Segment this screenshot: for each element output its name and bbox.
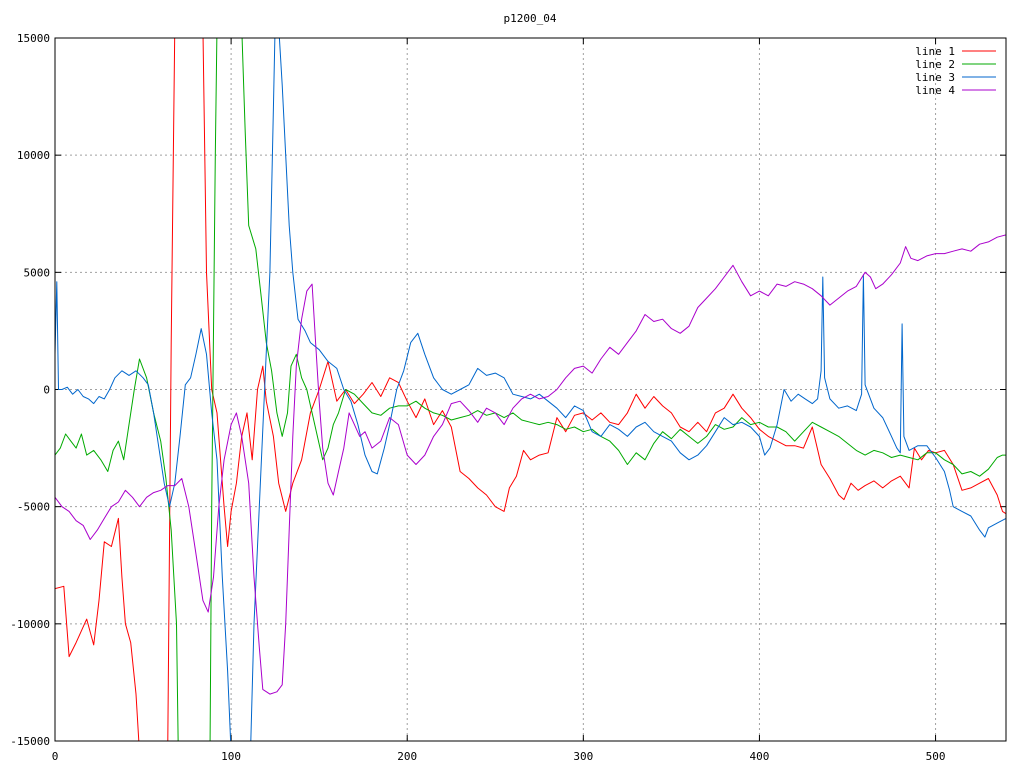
y-tick-label: 15000 xyxy=(17,32,50,45)
y-tick-label: 10000 xyxy=(17,149,50,162)
y-tick-label: 5000 xyxy=(24,266,51,279)
series-line-2 xyxy=(55,38,1006,741)
y-tick-label: -5000 xyxy=(17,501,50,514)
x-tick-label: 100 xyxy=(221,750,241,763)
chart-title: p1200_04 xyxy=(504,12,557,25)
series-line-4 xyxy=(55,234,1006,695)
series-group xyxy=(55,38,1006,741)
axis-ticks: -15000 -10000 -5000 0 5000 10000 15000 0 100 200 3… xyxy=(10,32,1006,763)
legend-label: line 3 xyxy=(915,71,955,84)
x-tick-label: 500 xyxy=(926,750,946,763)
y-tick-label: -10000 xyxy=(10,618,50,631)
x-tick-label: 200 xyxy=(397,750,417,763)
plot-frame xyxy=(54,37,1007,742)
series-line-1 xyxy=(55,38,1006,741)
series-line-3 xyxy=(55,38,1006,741)
x-tick-label: 400 xyxy=(750,750,770,763)
legend-label: line 2 xyxy=(915,58,955,71)
grid xyxy=(55,38,1006,741)
y-tick-label: 0 xyxy=(43,384,50,397)
y-tick-label: -15000 xyxy=(10,735,50,748)
legend-label: line 1 xyxy=(915,45,955,58)
x-tick-label: 0 xyxy=(52,750,59,763)
x-tick-label: 300 xyxy=(573,750,593,763)
legend-label: line 4 xyxy=(915,84,955,97)
